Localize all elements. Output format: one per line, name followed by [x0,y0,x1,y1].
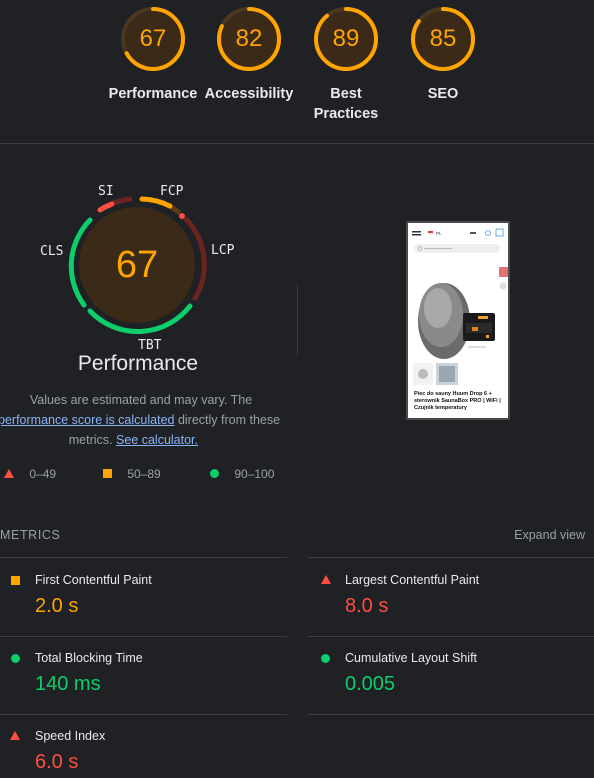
score-calculated-link[interactable]: performance score is calculated [0,413,175,427]
circle-icon [210,469,219,478]
category-label: Performance [108,86,198,102]
triangle-icon [321,575,331,584]
score-description: Values are estimated and may vary. The p… [0,393,281,447]
metric-divider [308,636,594,637]
gauge-seo[interactable]: 85 SEO [393,6,493,104]
gauge-label-tbt: TBT [138,338,162,353]
gauge-segment-cls [68,217,93,308]
performance-gauge [68,196,207,335]
performance-title: Performance [77,352,199,375]
metric-speed-index: Speed Index 6.0 s [10,729,280,778]
gauge-ring [411,7,475,71]
gauge-ring [314,7,378,71]
category-label: Accessibility [204,86,294,102]
gauge-label-si: SI [98,184,114,199]
legend-fail: 0–49 [4,467,56,481]
legend-average: 50–89 [103,467,161,481]
triangle-icon [10,731,20,740]
gauge-segment-tbt [87,303,193,335]
expand-view-toggle[interactable]: Expand view [514,528,585,542]
category-label: Best Practices [313,86,379,122]
score-value: 67 [139,25,167,52]
legend-pass: 90–100 [210,467,274,481]
gauge-ring [121,7,185,71]
gauge-best-practices[interactable]: 89 Best Practices [296,6,396,124]
page-screenshot-image: PL [408,223,508,418]
product-title: Piec do sauny Huum Drop 6 + sterownik Sa… [414,391,501,411]
metric-divider [308,714,594,715]
metric-cumulative-layout-shift: Cumulative Layout Shift 0.005 [321,651,591,711]
metric-divider [0,636,287,637]
see-calculator-link[interactable]: See calculator. [116,433,198,447]
circle-icon [11,654,20,663]
metric-total-blocking-time: Total Blocking Time 140 ms [10,651,280,711]
gauge-label-fcp: FCP [160,184,184,199]
gauge-ring [217,7,281,71]
category-label: SEO [427,86,459,102]
circle-icon [321,654,330,663]
metric-largest-contentful-paint: Largest Contentful Paint 8.0 s [321,573,591,633]
score-value: 89 [332,25,360,52]
metrics-heading: METRICS [0,528,61,542]
svg-text:PL: PL [436,231,442,236]
square-icon [103,469,112,478]
category-gauges: 67 Performance 82 Accessibility 89 Best … [0,0,594,143]
vertical-divider [297,285,298,355]
gauge-label-cls: CLS [40,244,64,259]
square-icon [11,576,20,585]
triangle-icon [4,469,14,478]
gauge-label-lcp: LCP [211,243,235,258]
metric-divider [0,714,287,715]
final-screenshot[interactable]: PL Piec do sauny Huum Drop 6 + sterownik… [406,221,510,420]
gauge-segment-lcp [183,216,207,302]
section-divider [0,143,594,144]
gauge-performance[interactable]: 67 Performance [103,6,203,104]
score-value: 85 [429,25,457,52]
gauge-accessibility[interactable]: 82 Accessibility [199,6,299,104]
metric-first-contentful-paint: First Contentful Paint 2.0 s [10,573,280,633]
metric-divider [308,557,594,558]
performance-score: 67 [115,244,159,286]
metric-divider [0,557,287,558]
score-value: 82 [235,25,263,52]
